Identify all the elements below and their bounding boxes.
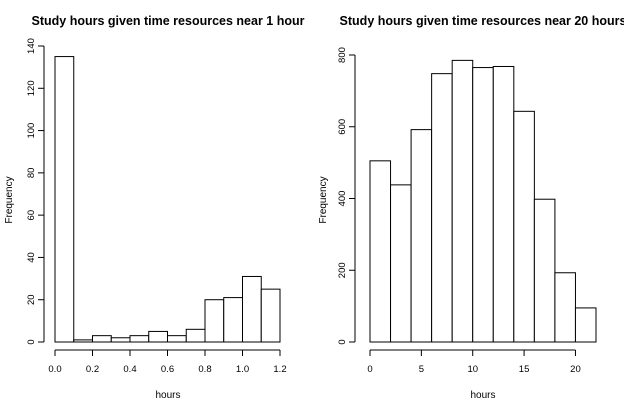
histogram-bar [451, 59, 474, 343]
histogram-bar [513, 110, 535, 343]
x-tick-label: 0.8 [198, 364, 211, 375]
histogram-bar [492, 65, 515, 343]
histogram-bar [431, 73, 453, 343]
y-tick-label: 60 [26, 210, 37, 221]
histogram-bar [167, 335, 187, 343]
y-tick-label: 140 [26, 38, 37, 54]
y-axis-label: Frequency [4, 176, 15, 223]
y-tick-label: 120 [26, 80, 37, 96]
y-tick-label: 20 [26, 294, 37, 305]
histogram-panel-20h: Study hours given time resources near 20… [318, 14, 624, 401]
histogram-bar [242, 275, 262, 343]
histogram-bar [92, 335, 112, 343]
x-tick-label: 20 [570, 364, 581, 375]
x-tick-label: 0.2 [86, 364, 99, 375]
x-tick-label: 1.0 [236, 364, 249, 375]
histogram-bar [533, 198, 556, 343]
x-tick-label: 10 [467, 364, 478, 375]
histogram-bar [129, 335, 150, 343]
y-axis-label: Frequency [318, 176, 329, 223]
x-tick-label: 0.0 [48, 364, 61, 375]
histogram-bar [260, 288, 281, 343]
histogram-bar [54, 56, 75, 343]
histogram-bar [223, 297, 243, 343]
y-tick-label: 800 [337, 47, 348, 63]
x-axis-label: hours [155, 390, 180, 401]
histogram-bar [554, 272, 576, 343]
histogram-bar [472, 67, 494, 343]
x-tick-label: 0.6 [161, 364, 174, 375]
x-tick-label: 0 [367, 364, 372, 375]
y-tick-label: 40 [26, 252, 37, 263]
histogram-bar [73, 339, 93, 343]
chart-title: Study hours given time resources near 1 … [32, 14, 305, 28]
x-tick-label: 0.4 [123, 364, 136, 375]
histogram-bar [148, 330, 168, 343]
histogram-bar [369, 160, 392, 343]
histogram-bar [390, 184, 412, 343]
x-tick-label: 15 [519, 364, 530, 375]
y-tick-label: 600 [337, 119, 348, 135]
histogram-bar [110, 337, 131, 343]
y-tick-label: 200 [337, 262, 348, 278]
y-tick-label: 0 [337, 339, 348, 344]
chart-title: Study hours given time resources near 20… [340, 14, 624, 28]
histogram-bar [185, 328, 206, 343]
y-tick-label: 100 [26, 123, 37, 139]
histogram-bar [410, 129, 433, 343]
x-tick-label: 5 [419, 364, 424, 375]
histogram-bar [574, 307, 597, 343]
y-tick-label: 80 [26, 168, 37, 179]
y-tick-label: 0 [26, 339, 37, 344]
x-tick-label: 1.2 [273, 364, 286, 375]
histogram-panel-1h: Study hours given time resources near 1 … [4, 14, 305, 401]
x-axis-label: hours [470, 390, 495, 401]
histogram-bar [204, 299, 225, 343]
y-tick-label: 400 [337, 191, 348, 207]
